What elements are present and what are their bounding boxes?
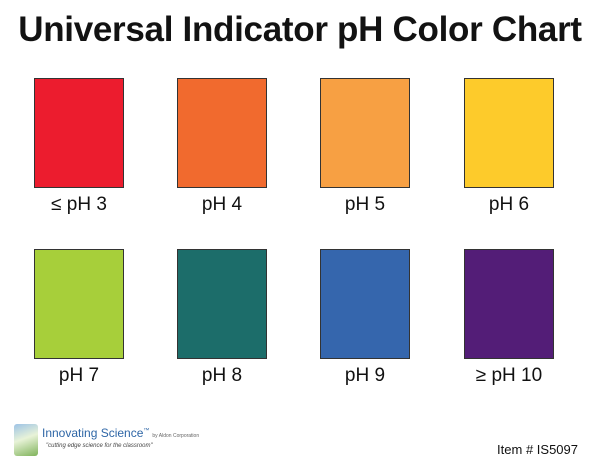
ph-label: ≤ pH 3	[51, 194, 107, 215]
swatch-card: ≥ pH 10	[454, 249, 564, 387]
color-swatch	[320, 78, 410, 188]
brand-byline: by Aldon Corporation	[152, 433, 200, 439]
color-swatch	[177, 78, 267, 188]
swatch-card: pH 8	[167, 249, 277, 387]
swatch-card: pH 5	[310, 78, 420, 216]
swatch-card: ≤ pH 3	[24, 78, 134, 216]
flask-logo-icon	[14, 424, 38, 456]
brand-logo: Innovating Science™by Aldon Corporation …	[14, 424, 274, 458]
swatch-card: pH 7	[24, 249, 134, 387]
ph-label: pH 8	[201, 365, 243, 386]
brand-name-text: Innovating Science	[42, 426, 144, 440]
ph-label: pH 7	[58, 365, 100, 386]
swatch-card: pH 4	[167, 78, 277, 216]
page-title: Universal Indicator pH Color Chart	[18, 10, 582, 49]
ph-label: pH 5	[344, 194, 386, 215]
swatch-card: pH 6	[454, 78, 564, 216]
brand-name: Innovating Science™by Aldon Corporation	[42, 426, 199, 440]
brand-tagline: "cutting edge science for the classroom"	[46, 443, 153, 449]
color-swatch	[464, 78, 554, 188]
trademark-symbol: ™	[143, 428, 150, 434]
item-number: Item # IS5097	[497, 442, 578, 457]
ph-label: pH 6	[488, 194, 530, 215]
color-swatch	[464, 249, 554, 359]
color-swatch	[320, 249, 410, 359]
color-swatch	[177, 249, 267, 359]
color-swatch	[34, 78, 124, 188]
ph-label: pH 9	[344, 365, 386, 386]
swatch-card: pH 9	[310, 249, 420, 387]
ph-label: pH 4	[201, 194, 243, 215]
ph-label: ≥ pH 10	[475, 365, 543, 386]
color-swatch	[34, 249, 124, 359]
